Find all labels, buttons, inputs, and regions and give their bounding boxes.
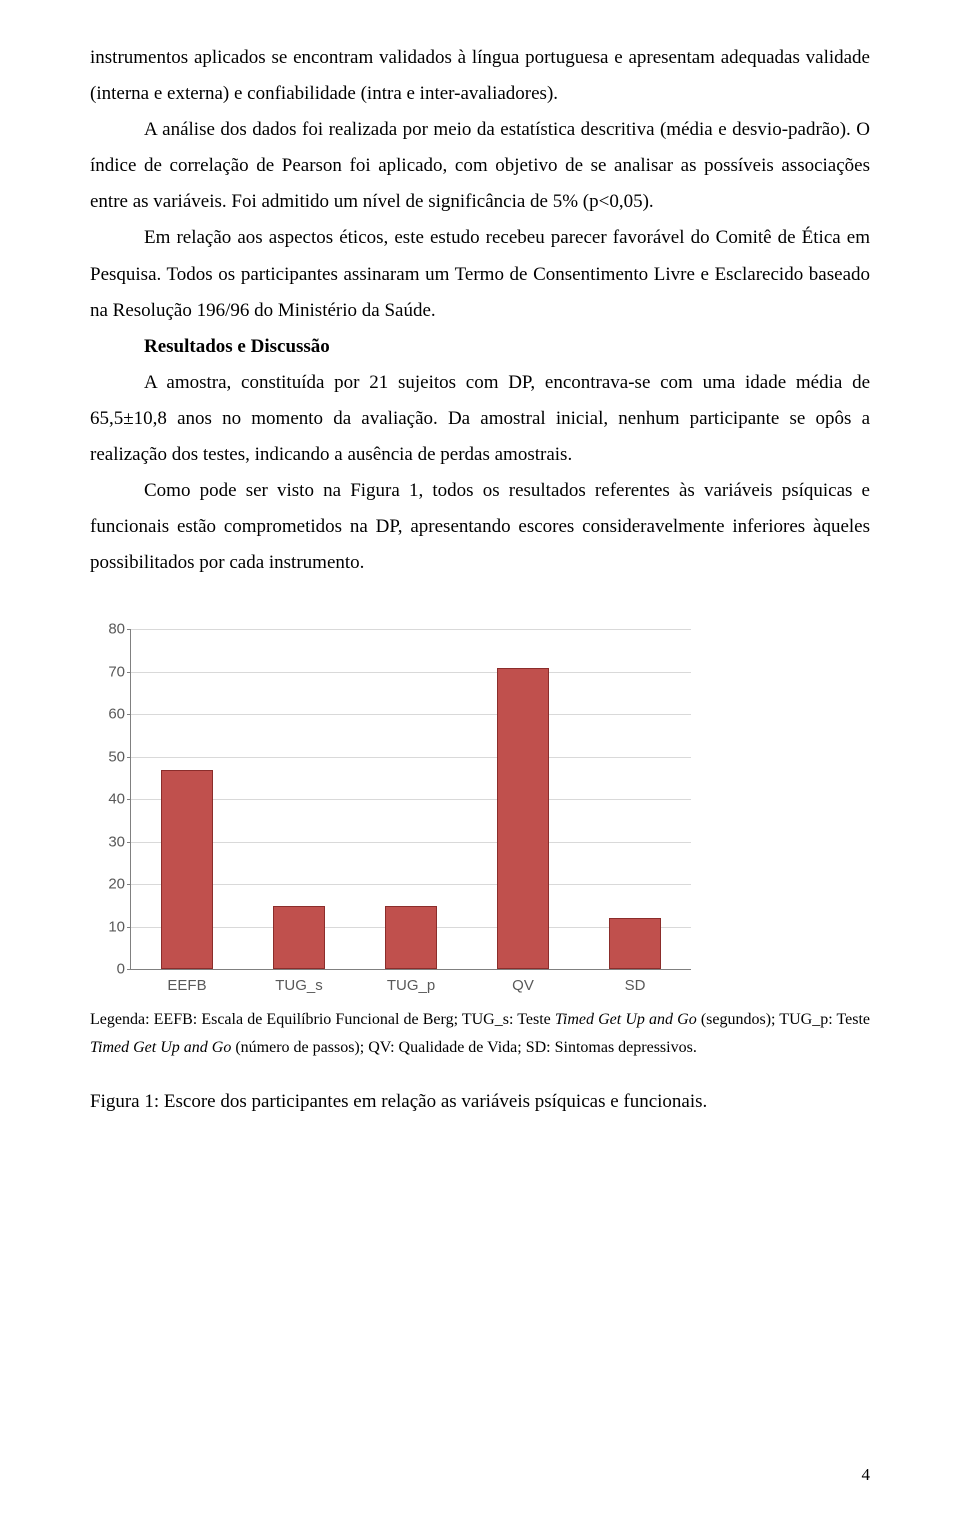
paragraph-1: instrumentos aplicados se encontram vali… [90,40,870,112]
gridline [131,799,691,800]
x-axis-label: EEFB [167,969,206,994]
bar-TUG_s [273,906,325,970]
chart-container: 01020304050607080EEFBTUG_sTUG_pQVSD [90,629,870,970]
x-axis-label: TUG_s [275,969,323,994]
x-axis-label: SD [625,969,646,994]
x-axis-label: TUG_p [387,969,435,994]
bar-chart: 01020304050607080EEFBTUG_sTUG_pQVSD [90,629,691,970]
chart-caption: Legenda: EEFB: Escala de Equilíbrio Func… [90,1006,870,1060]
y-axis-label: 20 [108,876,131,893]
caption-text-1: Legenda: EEFB: Escala de Equilíbrio Func… [90,1011,555,1028]
paragraph-2: A análise dos dados foi realizada por me… [90,112,870,220]
y-axis-label: 70 [108,663,131,680]
paragraph-4: A amostra, constituída por 21 sujeitos c… [90,365,870,473]
y-axis-label: 40 [108,791,131,808]
bar-TUG_p [385,906,437,970]
y-axis-label: 30 [108,833,131,850]
paragraph-3: Em relação aos aspectos éticos, este est… [90,220,870,328]
bar-SD [609,918,661,969]
y-axis-label: 60 [108,706,131,723]
y-axis-label: 0 [117,961,131,978]
y-axis-label: 80 [108,621,131,638]
bar-QV [497,668,549,970]
paragraph-5: Como pode ser visto na Figura 1, todos o… [90,473,870,581]
bar-EEFB [161,770,213,970]
gridline [131,714,691,715]
gridline [131,884,691,885]
gridline [131,672,691,673]
caption-italic-1: Timed Get Up and Go [555,1011,697,1028]
gridline [131,757,691,758]
y-axis-label: 10 [108,918,131,935]
x-axis-label: QV [512,969,534,994]
page-number: 4 [862,1465,871,1485]
gridline [131,842,691,843]
y-axis-label: 50 [108,748,131,765]
body-text-block: instrumentos aplicados se encontram vali… [90,40,870,581]
figure-title: Figura 1: Escore dos participantes em re… [90,1091,870,1113]
page: instrumentos aplicados se encontram vali… [0,0,960,1515]
caption-italic-2: Timed Get Up and Go [90,1039,231,1056]
section-heading-resultados: Resultados e Discussão [90,329,870,365]
plot-area: 01020304050607080EEFBTUG_sTUG_pQVSD [130,629,691,970]
gridline [131,629,691,630]
caption-text-3: (número de passos); QV: Qualidade de Vid… [231,1039,697,1056]
caption-text-2: (segundos); TUG_p: Teste [697,1011,870,1028]
